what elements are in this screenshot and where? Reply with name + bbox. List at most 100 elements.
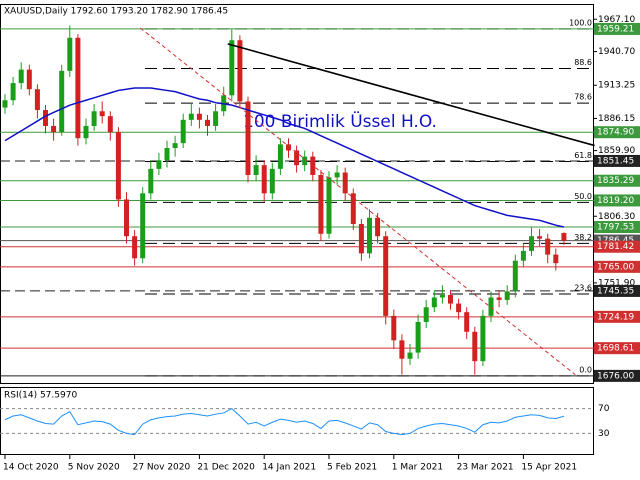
x-tick-label: 27 Nov 2020 (133, 463, 191, 473)
candle-body (294, 150, 300, 166)
candle-body (34, 89, 40, 111)
candle-body (439, 295, 445, 298)
candle-body (318, 174, 324, 234)
candle-body (180, 119, 186, 144)
candle-body (140, 193, 146, 259)
candle-body (415, 321, 421, 353)
level-label: 1959.21 (597, 24, 634, 34)
candle-body (358, 223, 364, 254)
fib-label: 50.0 (574, 192, 592, 201)
candle-body (391, 315, 397, 341)
candle-body (326, 177, 332, 234)
rsi-title: RSI(14) 57.5970 (4, 391, 77, 401)
candle-body (99, 111, 105, 117)
candle-body (18, 69, 24, 84)
level-label-box (594, 260, 640, 273)
level-label: 1745.35 (597, 286, 634, 296)
level-label: 1724.19 (597, 312, 634, 322)
candle-body (245, 101, 251, 175)
fib-label: 78.6 (574, 93, 592, 102)
candle-body (148, 168, 154, 194)
candle-body (286, 144, 291, 151)
candle-body (205, 119, 210, 126)
level-label: 1676.00 (597, 371, 634, 381)
level-label-box (594, 22, 640, 35)
x-tick-label: 1 Mar 2021 (392, 463, 443, 473)
rsi-tick-label: 30 (598, 429, 610, 439)
candle-body (196, 113, 202, 120)
candle-body (237, 40, 243, 102)
chart-title: XAUUSD,Daily 1792.60 1793.20 1782.90 178… (4, 7, 228, 17)
fib-label: 88.6 (574, 58, 592, 67)
candle-body (59, 70, 65, 133)
candle-body (512, 260, 518, 292)
trend-line (227, 43, 595, 147)
fib-label: 38.2 (574, 233, 592, 242)
y-tick-label: 1913.25 (598, 81, 635, 91)
level-label-box (594, 174, 640, 187)
candle-body (83, 125, 89, 139)
level-label: 1874.90 (597, 128, 634, 138)
annotation: 100 Birimlik Üssel H.O. (243, 110, 437, 132)
candle-body (553, 254, 559, 264)
candle-body (302, 156, 308, 166)
fib-label: 0.0 (579, 365, 592, 374)
candle-body (407, 352, 413, 359)
rsi-tick-label: 70 (598, 404, 610, 414)
candle-body (51, 125, 57, 133)
y-tick-label: 1886.15 (598, 114, 635, 124)
candle-body (472, 331, 478, 362)
level-label-box (594, 284, 640, 297)
level-label-box (594, 126, 640, 139)
candle-body (488, 297, 494, 316)
candle-body (156, 160, 162, 169)
level-label: 1819.20 (597, 196, 634, 206)
candle-body (261, 165, 267, 194)
level-label: 1698.61 (597, 344, 634, 354)
level-label: 1781.42 (597, 242, 634, 252)
candle-body (132, 236, 138, 259)
x-tick-label: 21 Dec 2020 (197, 463, 255, 473)
candle-body (26, 69, 32, 90)
candle-body (334, 172, 340, 178)
candle-body (269, 168, 275, 194)
level-label-box (594, 194, 640, 207)
moving-average (4, 87, 565, 228)
candle-body (253, 165, 259, 175)
y-tick-label: 1806.30 (598, 212, 635, 222)
y-tick-label: 1940.70 (598, 47, 635, 57)
candle-body (480, 315, 486, 362)
price-pane (0, 4, 594, 384)
candle-body (43, 110, 48, 126)
rsi-line (4, 407, 565, 436)
fib-label: 23.6 (574, 283, 592, 292)
fib-label: 100.0 (569, 18, 592, 27)
candle-body (107, 116, 113, 133)
level-label: 1835.29 (597, 176, 634, 186)
rsi-pane (0, 387, 594, 455)
candle-body (2, 100, 8, 108)
y-tick-label: 1967.10 (598, 15, 635, 25)
level-label: 1851.45 (597, 156, 634, 166)
candle-body (277, 144, 283, 169)
x-tick-label: 5 Feb 2021 (327, 463, 377, 473)
candle-body (399, 340, 405, 359)
candle-body (75, 37, 81, 139)
candle-body (172, 143, 178, 149)
y-tick-label: 1751.90 (598, 278, 635, 288)
trend-line (139, 27, 576, 376)
candle-body (91, 111, 97, 126)
candle-body (350, 193, 356, 224)
x-tick-label: 5 Nov 2020 (68, 463, 120, 473)
candle-body (383, 236, 389, 316)
candle-body (537, 236, 543, 239)
candle-body (188, 113, 194, 120)
candle-body (464, 312, 470, 332)
candle-body (561, 233, 567, 241)
candle-body (529, 236, 534, 251)
level-label-box (594, 369, 640, 382)
candle-body (67, 37, 73, 71)
candle-body (115, 132, 121, 200)
x-tick-label: 15 Apr 2021 (521, 463, 577, 473)
